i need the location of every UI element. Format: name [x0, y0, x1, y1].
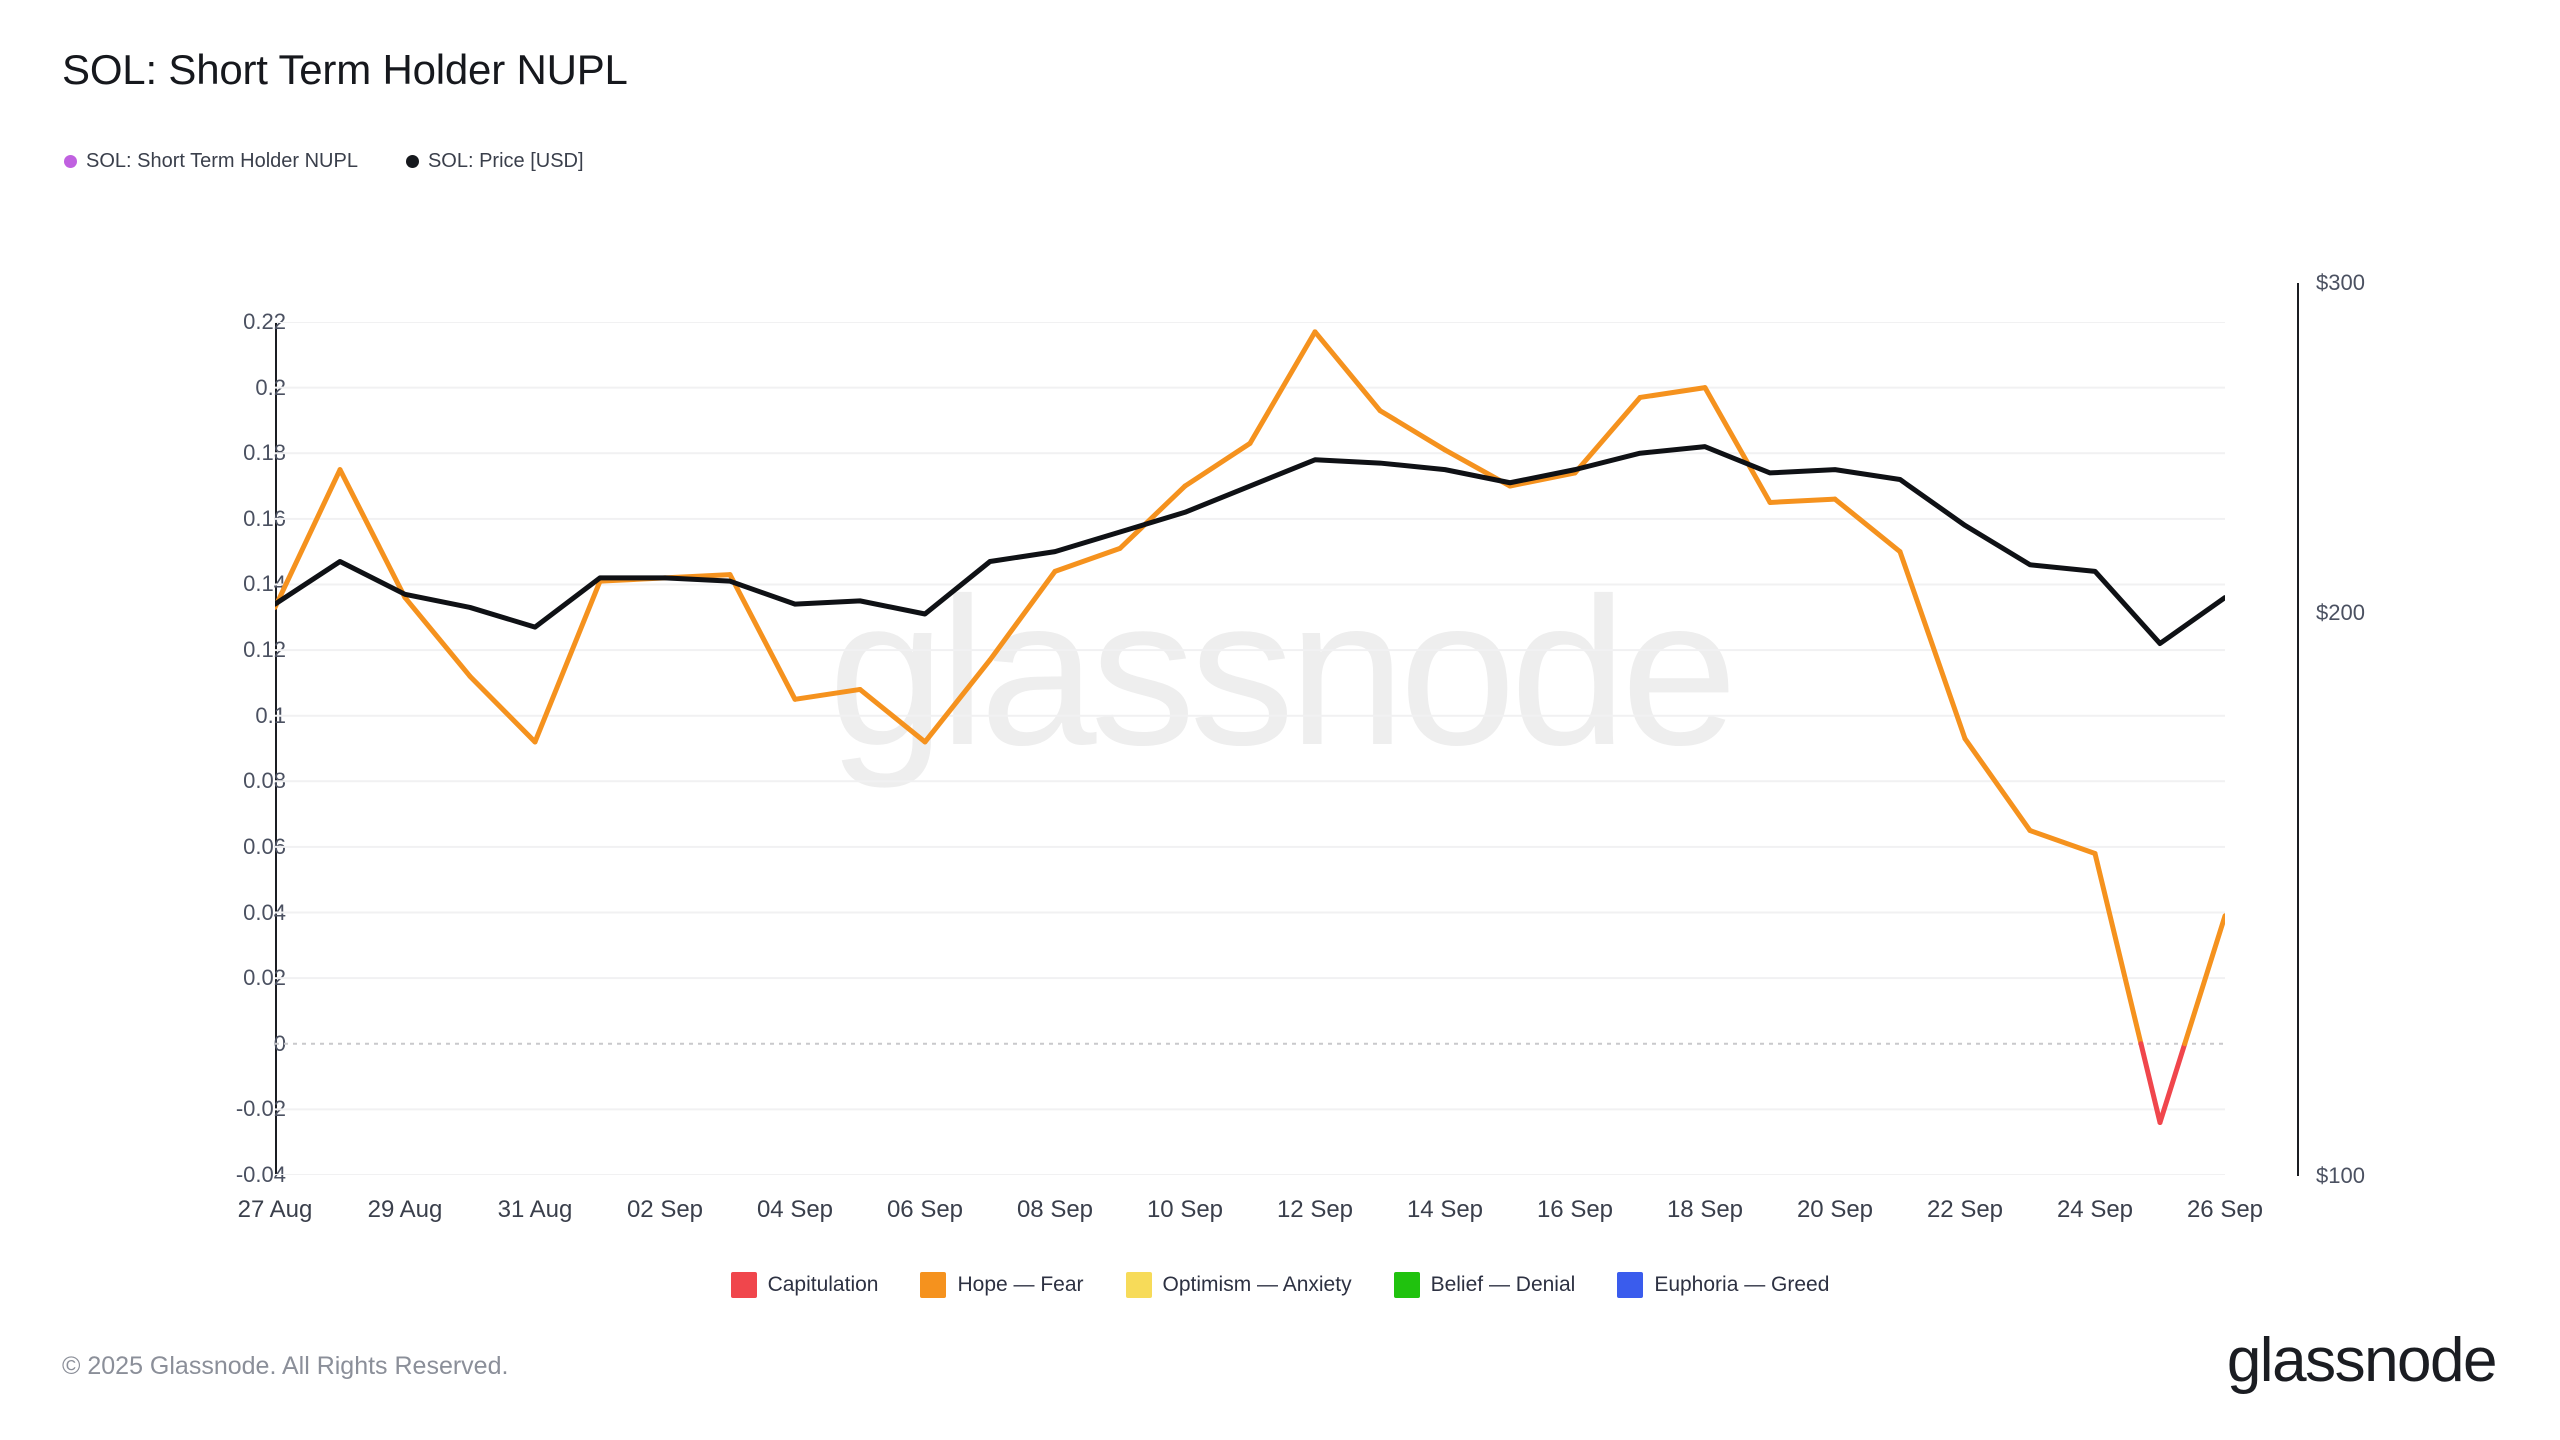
band-legend-label: Optimism — Anxiety: [1162, 1273, 1352, 1296]
x-axis-tick-label: 24 Sep: [2056, 1196, 2134, 1223]
x-axis-tick-label: 27 Aug: [237, 1196, 313, 1223]
x-axis-tick-label: 16 Sep: [1536, 1196, 1614, 1223]
x-axis-tick-label: 10 Sep: [1146, 1196, 1224, 1223]
nupl-band-legend: Capitulation Hope — Fear Optimism — Anxi…: [0, 1272, 2560, 1298]
circle-dot-icon: [405, 155, 419, 168]
x-axis-tick-label: 20 Sep: [1796, 1196, 1874, 1223]
series-legend-item-nupl[interactable]: SOL: Short Term Holder NUPL: [64, 150, 358, 173]
band-legend-item-capitulation[interactable]: Capitulation: [730, 1272, 879, 1298]
band-legend-item-optimism-anxiety[interactable]: Optimism — Anxiety: [1125, 1272, 1352, 1298]
band-legend-item-euphoria-greed[interactable]: Euphoria — Greed: [1617, 1272, 1829, 1298]
band-legend-item-hope-fear[interactable]: Hope — Fear: [920, 1272, 1084, 1298]
x-axis-tick-label: 14 Sep: [1406, 1196, 1484, 1223]
y-axis-left-line: [275, 322, 277, 1175]
color-swatch-icon: [920, 1272, 947, 1298]
y-axis-right-line: [2297, 283, 2299, 1176]
series-legend: SOL: Short Term Holder NUPL SOL: Price […: [64, 150, 584, 173]
x-axis-tick-label: 06 Sep: [886, 1196, 964, 1223]
circle-dot-icon: [64, 155, 77, 168]
page-title: SOL: Short Term Holder NUPL: [62, 46, 628, 93]
x-axis-tick-label: 18 Sep: [1666, 1196, 1744, 1223]
brand-logo: glassnode: [2226, 1326, 2498, 1395]
gridlines: [275, 322, 2225, 1175]
x-axis-tick-label: 12 Sep: [1276, 1196, 1354, 1223]
band-legend-label: Hope — Fear: [957, 1273, 1084, 1296]
series-legend-label: SOL: Price [USD]: [427, 150, 584, 172]
y-axis-left-tick-label: 0: [273, 1030, 286, 1056]
x-axis-tick-label: 31 Aug: [497, 1196, 573, 1223]
band-legend-item-belief-denial[interactable]: Belief — Denial: [1393, 1272, 1576, 1298]
y-axis-right-tick-label: $300: [2316, 270, 2365, 295]
x-axis-tick-label: 26 Sep: [2186, 1196, 2264, 1223]
series-legend-item-price[interactable]: SOL: Price [USD]: [405, 150, 584, 173]
band-legend-label: Belief — Denial: [1430, 1273, 1576, 1296]
series-lines: [275, 329, 2225, 1126]
x-axis-tick-label: 22 Sep: [1926, 1196, 2004, 1223]
color-swatch-icon: [1125, 1272, 1152, 1298]
color-swatch-icon: [730, 1272, 757, 1298]
series-legend-label: SOL: Short Term Holder NUPL: [86, 150, 358, 172]
plot-area[interactable]: [275, 322, 2225, 1175]
band-legend-label: Capitulation: [767, 1273, 879, 1296]
x-axis-tick-label: 02 Sep: [626, 1196, 704, 1223]
y-axis-right-tick-label: $200: [2316, 599, 2365, 625]
x-axis-tick-label: 08 Sep: [1016, 1196, 1094, 1223]
color-swatch-icon: [1617, 1272, 1644, 1298]
x-axis-tick-label: 29 Aug: [367, 1196, 443, 1223]
footer-copyright: © 2025 Glassnode. All Rights Reserved.: [62, 1352, 509, 1380]
y-axis-right-tick-label: $100: [2316, 1163, 2365, 1188]
band-legend-label: Euphoria — Greed: [1654, 1273, 1830, 1296]
x-axis-tick-label: 04 Sep: [756, 1196, 834, 1223]
color-swatch-icon: [1393, 1272, 1420, 1298]
